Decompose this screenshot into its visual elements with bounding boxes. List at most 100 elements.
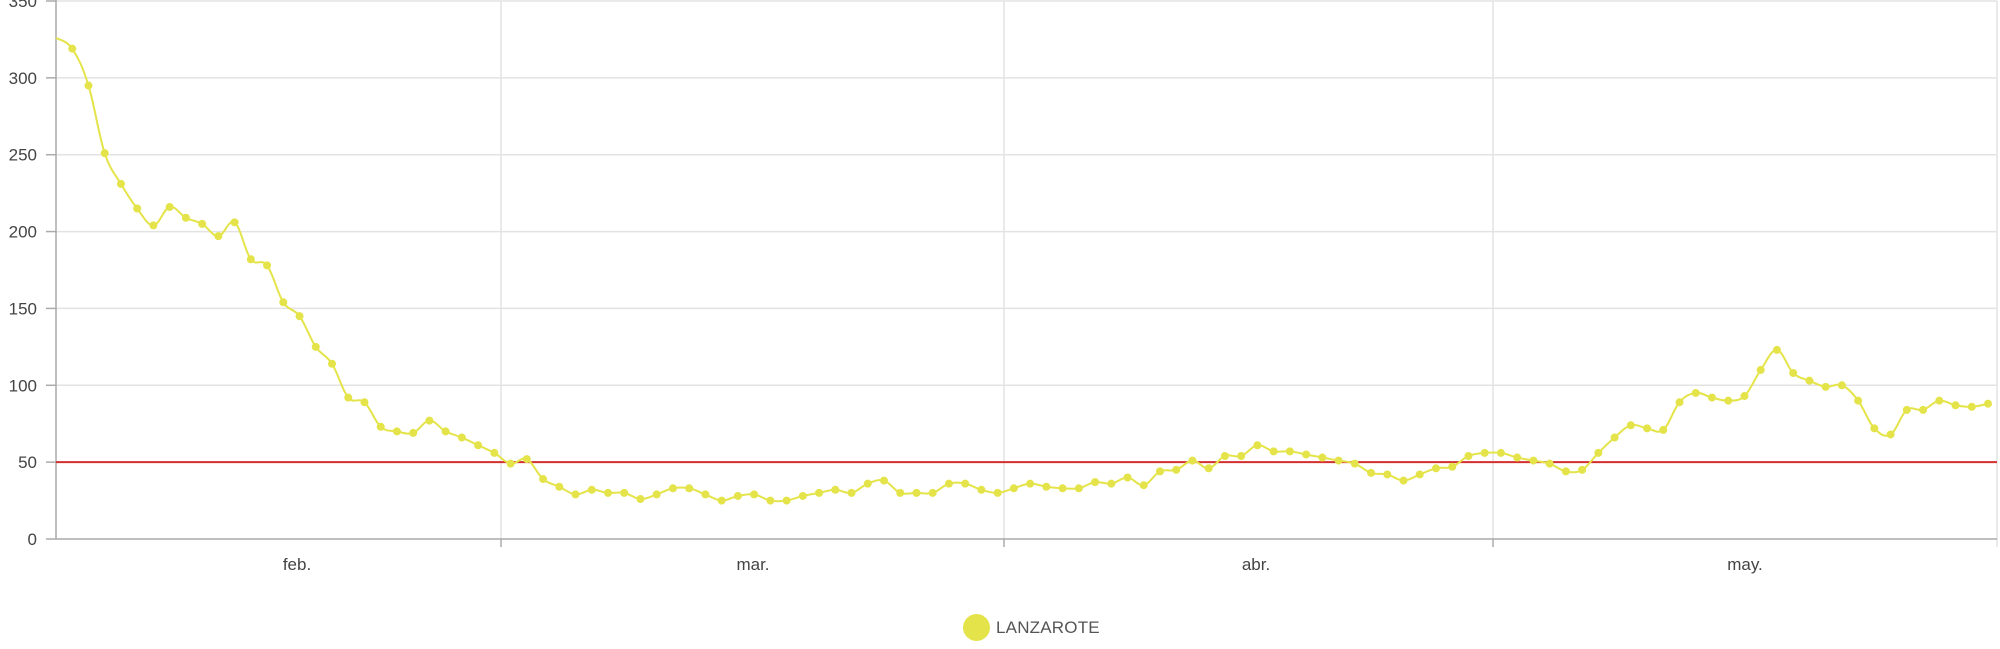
data-point[interactable] [214, 232, 223, 241]
data-point[interactable] [1626, 421, 1635, 430]
data-point[interactable] [652, 490, 661, 499]
data-point[interactable] [1172, 465, 1181, 474]
data-point[interactable] [1042, 482, 1051, 491]
data-point[interactable] [1594, 448, 1603, 457]
data-point[interactable] [360, 398, 369, 407]
data-point[interactable] [1967, 402, 1976, 411]
data-point[interactable] [490, 448, 499, 457]
data-point[interactable] [1805, 376, 1814, 385]
data-point[interactable] [376, 422, 385, 431]
data-point[interactable] [1334, 456, 1343, 465]
data-point[interactable] [701, 490, 710, 499]
data-point[interactable] [149, 221, 158, 230]
data-point[interactable] [1561, 467, 1570, 476]
data-point[interactable] [1724, 396, 1733, 405]
data-point[interactable] [798, 491, 807, 500]
data-point[interactable] [425, 416, 434, 425]
data-point[interactable] [571, 490, 580, 499]
data-point[interactable] [100, 149, 109, 158]
data-point[interactable] [344, 393, 353, 402]
data-point[interactable] [1253, 441, 1262, 450]
data-point[interactable] [1529, 456, 1538, 465]
data-point[interactable] [961, 479, 970, 488]
data-point[interactable] [409, 428, 418, 437]
data-point[interactable] [1789, 368, 1798, 377]
data-point[interactable] [1415, 470, 1424, 479]
data-point[interactable] [1350, 459, 1359, 468]
data-point[interactable] [263, 261, 272, 270]
data-point[interactable] [1513, 453, 1522, 462]
data-point[interactable] [928, 488, 937, 497]
data-point[interactable] [230, 218, 239, 227]
data-point[interactable] [1610, 433, 1619, 442]
data-point[interactable] [1659, 425, 1668, 434]
data-point[interactable] [847, 488, 856, 497]
data-point[interactable] [1009, 484, 1018, 493]
data-point[interactable] [1302, 450, 1311, 459]
data-point[interactable] [181, 213, 190, 222]
data-point[interactable] [766, 496, 775, 505]
data-point[interactable] [1854, 396, 1863, 405]
data-point[interactable] [474, 441, 483, 450]
data-point[interactable] [1643, 424, 1652, 433]
data-point[interactable] [1837, 381, 1846, 390]
data-point[interactable] [246, 255, 255, 264]
data-point[interactable] [1708, 393, 1716, 402]
data-point[interactable] [1545, 459, 1554, 468]
data-point[interactable] [441, 427, 450, 436]
data-point[interactable] [84, 81, 93, 90]
data-point[interactable] [1772, 345, 1781, 354]
data-point[interactable] [815, 488, 824, 497]
data-point[interactable] [1821, 382, 1830, 391]
data-point[interactable] [165, 202, 174, 211]
legend-item-lanzarote[interactable]: LANZAROTE [963, 614, 1100, 641]
data-point[interactable] [1058, 484, 1067, 493]
data-point[interactable] [133, 204, 142, 213]
data-point[interactable] [1318, 453, 1327, 462]
data-point[interactable] [279, 298, 288, 307]
data-point[interactable] [555, 482, 564, 491]
data-point[interactable] [620, 488, 629, 497]
data-point[interactable] [912, 488, 921, 497]
data-point[interactable] [750, 490, 759, 499]
data-point[interactable] [1220, 451, 1229, 460]
data-point[interactable] [311, 342, 320, 351]
data-point[interactable] [1123, 473, 1132, 482]
data-point[interactable] [1464, 451, 1473, 460]
data-point[interactable] [1091, 478, 1100, 487]
data-point[interactable] [1237, 451, 1246, 460]
data-point[interactable] [1285, 447, 1294, 456]
data-point[interactable] [1740, 392, 1749, 401]
data-point[interactable] [717, 496, 726, 505]
data-point[interactable] [944, 479, 953, 488]
data-point[interactable] [1496, 448, 1505, 457]
data-point[interactable] [1269, 447, 1278, 456]
series-points-lanzarote[interactable] [68, 44, 1992, 505]
data-point[interactable] [1886, 430, 1895, 439]
data-point[interactable] [1448, 462, 1457, 471]
data-point[interactable] [522, 455, 531, 464]
data-point[interactable] [506, 459, 515, 468]
data-point[interactable] [1919, 405, 1928, 414]
data-point[interactable] [1675, 398, 1684, 407]
data-point[interactable] [604, 488, 612, 497]
data-point[interactable] [1074, 484, 1083, 493]
data-point[interactable] [863, 479, 872, 488]
data-point[interactable] [116, 179, 125, 188]
data-point[interactable] [782, 496, 791, 505]
data-point[interactable] [1984, 399, 1992, 408]
data-point[interactable] [977, 485, 986, 494]
data-point[interactable] [392, 427, 401, 436]
data-point[interactable] [1951, 401, 1960, 410]
data-point[interactable] [1756, 365, 1765, 374]
data-point[interactable] [993, 488, 1002, 497]
data-point[interactable] [1188, 456, 1197, 465]
data-point[interactable] [457, 433, 466, 442]
data-point[interactable] [1139, 481, 1148, 490]
data-point[interactable] [1107, 479, 1116, 488]
data-point[interactable] [1870, 424, 1879, 433]
data-point[interactable] [587, 485, 596, 494]
data-point[interactable] [1578, 465, 1587, 474]
data-point[interactable] [685, 484, 694, 493]
data-point[interactable] [1367, 468, 1376, 477]
